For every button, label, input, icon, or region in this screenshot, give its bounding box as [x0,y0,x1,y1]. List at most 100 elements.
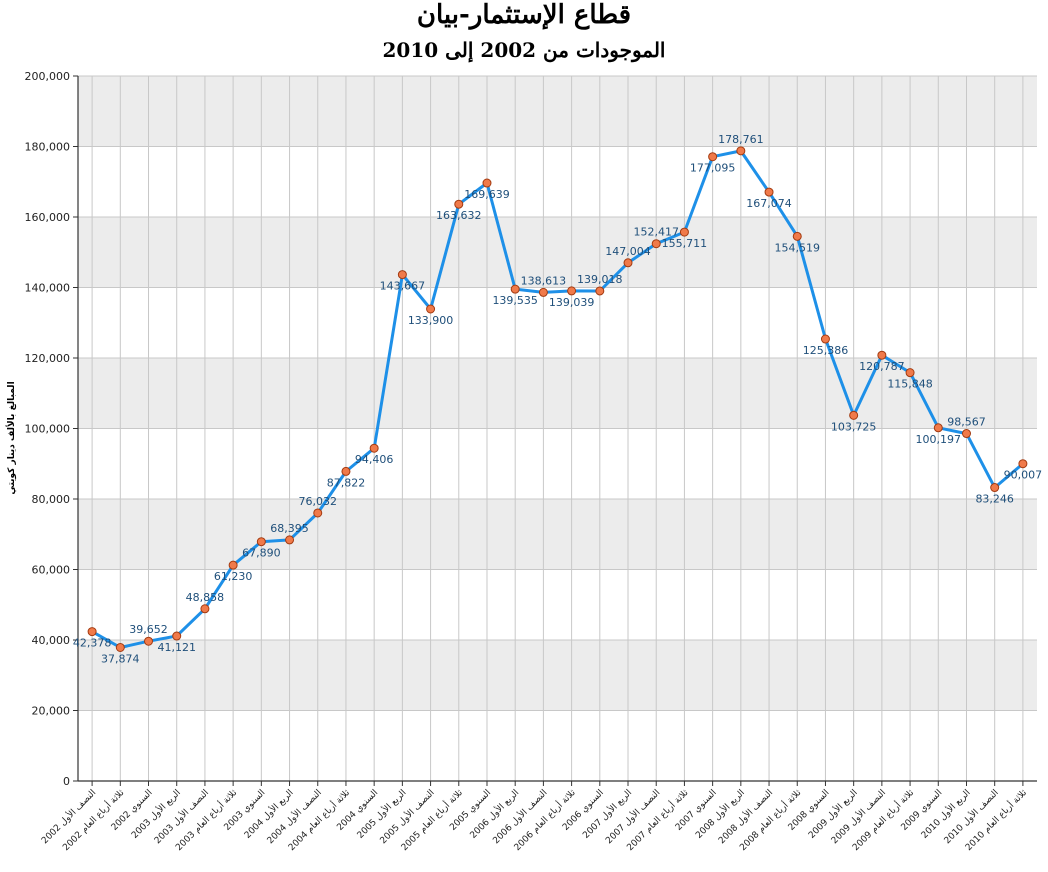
data-label: 42,378 [73,637,112,650]
data-point [341,466,351,476]
data-point [172,631,182,641]
y-tick-labels: 0 20,000 40,000 60,000 80,000 100,000 120,000 1… [25,70,71,788]
y-tick-label: 140,000 [25,282,71,295]
background-bands [78,76,1037,711]
data-label: 138,613 [521,274,567,287]
data-label: 139,018 [577,273,623,286]
grid-lines [78,75,1037,782]
data-point [820,334,830,344]
grid-band [78,76,1037,147]
data-point [877,350,887,360]
data-point [651,239,661,249]
data-point [285,535,295,545]
data-point [623,258,633,268]
x-tick-label: الربع الأول 2007 [580,787,634,841]
data-point [567,286,577,296]
data-point [256,537,266,547]
data-point [144,636,154,646]
x-tick-label: الربع الأول 2010 [918,787,972,841]
y-tick-label: 100,000 [25,423,71,436]
data-label: 83,246 [975,493,1014,506]
y-tick-label: 60,000 [32,564,71,577]
data-label: 87,822 [327,476,366,489]
data-point [933,423,943,433]
data-label: 98,567 [947,416,986,429]
data-label: 120,787 [859,360,905,373]
x-tick-label: الربع الأول 2009 [806,787,860,841]
data-point [115,642,125,652]
chart-title: قطاع الإستثمار-بيان [416,0,632,30]
data-point [792,231,802,241]
data-label: 133,900 [408,314,454,327]
data-label: 147,004 [605,245,651,258]
data-point [764,187,774,197]
data-label: 61,230 [214,570,253,583]
data-point [87,627,97,637]
data-label: 39,652 [129,623,168,636]
data-label: 169,639 [464,188,510,201]
data-point [961,429,971,439]
data-point [426,304,436,314]
y-tick-label: 0 [63,775,70,788]
data-label: 152,417 [633,226,679,239]
data-point [454,199,464,209]
data-label: 41,121 [157,641,196,654]
data-label: 94,406 [355,453,394,466]
data-point [510,284,520,294]
data-label: 100,197 [916,433,962,446]
data-label: 154,519 [775,241,821,254]
data-label: 155,711 [662,237,708,250]
data-label: 139,039 [549,296,595,309]
x-tick-label: الربع الأول 2003 [129,787,183,841]
axes [73,75,1037,786]
data-label: 115,848 [887,378,933,391]
grid-band [78,640,1037,711]
data-label: 90,007 [1004,469,1043,482]
chart-subtitle: الموجودات من 2002 إلى 2010 [382,38,666,62]
data-point [849,410,859,420]
x-tick-label: الربع الأول 2008 [693,787,747,841]
y-tick-label: 180,000 [25,141,71,154]
data-label: 48,858 [186,591,225,604]
grid-band [78,217,1037,288]
data-label: 167,074 [746,197,792,210]
y-tick-label: 160,000 [25,211,71,224]
y-tick-label: 120,000 [25,352,71,365]
data-label: 103,725 [831,420,877,433]
data-labels: 42,378 37,874 39,652 41,121 48,858 61,230 67,8… [73,133,1042,666]
data-point [200,604,210,614]
grid-band [78,499,1037,570]
data-label: 76,032 [299,495,338,508]
data-point [1018,459,1028,469]
data-markers [87,146,1028,652]
x-tick-label: الربع الأول 2006 [467,787,521,841]
data-point [990,483,1000,493]
y-tick-label: 40,000 [32,634,71,647]
data-point [397,270,407,280]
data-label: 163,632 [436,209,482,222]
data-point [482,178,492,188]
data-point [538,287,548,297]
grid-band [78,358,1037,429]
y-tick-label: 80,000 [32,493,71,506]
data-point [679,227,689,237]
series-line [91,149,1024,649]
y-tick-label: 20,000 [32,705,71,718]
data-point [905,368,915,378]
x-tick-label: النصف الأول 2002 [39,787,99,847]
data-label: 143,667 [380,280,426,293]
data-point [369,443,379,453]
data-label: 177,095 [690,162,736,175]
data-point [228,560,238,570]
x-tick-label: الربع الأول 2005 [354,787,408,841]
data-label: 125,386 [803,344,849,357]
data-label: 67,890 [242,547,281,560]
data-label: 37,874 [101,652,140,665]
data-point [708,152,718,162]
data-label: 139,535 [492,294,538,307]
x-tick-label: الربع الأول 2004 [241,787,295,841]
data-label: 178,761 [718,133,764,146]
data-point [313,508,323,518]
